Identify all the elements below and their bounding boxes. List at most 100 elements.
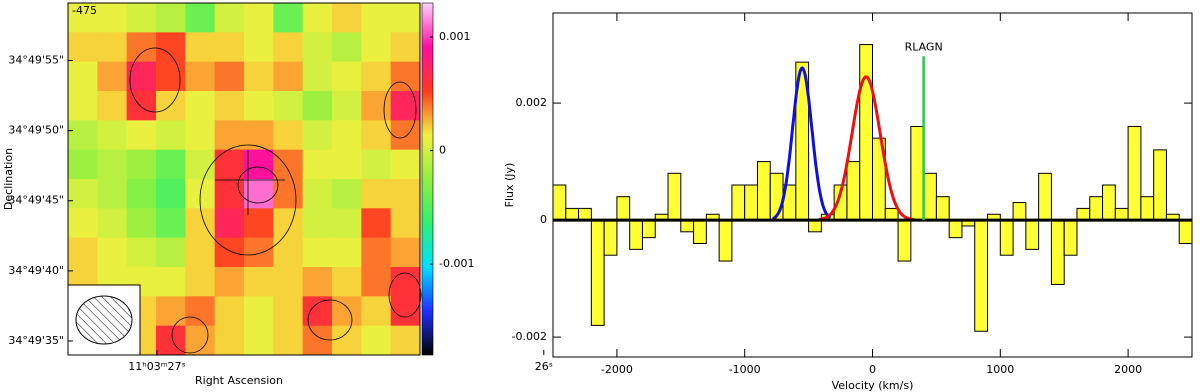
x-tick-label: 26ˢ <box>535 360 553 373</box>
map-cell <box>361 61 392 92</box>
y-axis-title: Flux (Jy) <box>503 163 516 208</box>
map-cell <box>185 120 216 151</box>
map-cell <box>214 296 245 327</box>
bar <box>859 44 873 221</box>
map-cell <box>97 120 128 151</box>
map-cell <box>97 208 128 239</box>
map-cell <box>273 32 304 63</box>
bar <box>603 219 618 256</box>
map-cell <box>273 3 304 33</box>
bar <box>1114 207 1129 221</box>
y-tick-label: 34°49'50" <box>8 124 64 137</box>
map-cell <box>244 208 274 239</box>
map-cell <box>185 61 216 92</box>
map-cell <box>126 3 157 33</box>
map-cell <box>185 208 216 239</box>
map-cell <box>97 237 128 268</box>
bar <box>1076 207 1091 221</box>
map-cell <box>390 120 421 151</box>
map-cell <box>332 267 362 297</box>
x-tick-label: 11ʰ03ᵐ27ˢ <box>128 360 185 373</box>
map-cell <box>68 179 98 209</box>
map-cell <box>68 237 98 268</box>
bar <box>718 219 733 262</box>
map-cell <box>332 3 362 33</box>
map-cell <box>390 3 421 33</box>
bar <box>1153 149 1167 221</box>
map-cell <box>156 61 186 92</box>
bar <box>1102 184 1116 221</box>
bar <box>565 207 580 221</box>
bar <box>629 219 643 250</box>
map-cell <box>390 179 421 209</box>
spectrum-panel: RLAGN -0.002 0 0.002 -2000 -1000 0 1000 2000 Velo… <box>503 12 1193 392</box>
map-frame <box>67 2 421 356</box>
map-cell <box>244 237 274 268</box>
map-cell <box>68 91 98 121</box>
map-cell <box>185 267 216 297</box>
map-cell <box>273 237 304 268</box>
map-cell <box>302 267 333 297</box>
map-cell <box>68 208 98 239</box>
map-cell <box>302 120 333 151</box>
bar <box>1063 219 1078 256</box>
map-cell <box>302 3 333 33</box>
map-cell <box>156 32 186 63</box>
colorbar-tick-label: -0.001 <box>439 257 474 270</box>
map-cell <box>361 267 392 297</box>
map-cell <box>390 325 421 356</box>
y-tick-label: 0 <box>540 213 547 226</box>
bar <box>1140 196 1155 221</box>
map-cell <box>244 179 274 209</box>
map-cell <box>97 32 128 63</box>
map-cell <box>68 120 98 151</box>
map-cell <box>214 325 245 356</box>
bar <box>756 161 771 221</box>
bar <box>948 219 963 239</box>
bar <box>590 219 605 326</box>
bar <box>731 184 746 221</box>
map-cell <box>390 61 421 92</box>
map-cell <box>214 120 245 151</box>
map-cell <box>126 237 157 268</box>
y-tick-label: 34°49'40" <box>8 264 64 277</box>
gaussian-fit <box>772 66 832 221</box>
map-cell <box>185 149 216 180</box>
bar <box>1038 172 1052 221</box>
map-cell <box>97 61 128 92</box>
bar <box>1012 202 1027 221</box>
map-cell <box>156 91 186 121</box>
map-cell <box>214 179 245 209</box>
colorbar <box>421 2 434 356</box>
map-cell <box>390 267 421 297</box>
map-cell <box>97 91 128 121</box>
map-cell <box>332 179 362 209</box>
map-cell <box>126 149 157 180</box>
map-cell <box>185 325 216 356</box>
x-tick-label: -2000 <box>601 363 633 376</box>
map-cell <box>332 32 362 63</box>
map-cell <box>126 32 157 63</box>
x-axis-title: Right Ascension <box>195 374 283 387</box>
bar <box>693 219 707 245</box>
contour <box>237 166 279 204</box>
bar <box>897 219 912 262</box>
map-cell <box>332 208 362 239</box>
map-cell <box>332 237 362 268</box>
map-cell <box>156 237 186 268</box>
x-tick-label: 2000 <box>1114 363 1142 376</box>
colorbar-tick-label: 0 <box>439 144 446 157</box>
map-cell <box>302 179 333 209</box>
bar <box>616 196 631 221</box>
bar <box>808 219 822 233</box>
y-tick-label: 34°49'35" <box>8 334 64 347</box>
map-cell <box>361 3 392 33</box>
map-cell <box>156 179 186 209</box>
bar <box>744 184 758 221</box>
y-tick-label: -0.002 <box>512 330 547 343</box>
map-cell <box>390 237 421 268</box>
contour <box>388 272 422 318</box>
beam <box>75 295 133 345</box>
contour <box>129 47 181 113</box>
bar <box>1127 125 1142 221</box>
